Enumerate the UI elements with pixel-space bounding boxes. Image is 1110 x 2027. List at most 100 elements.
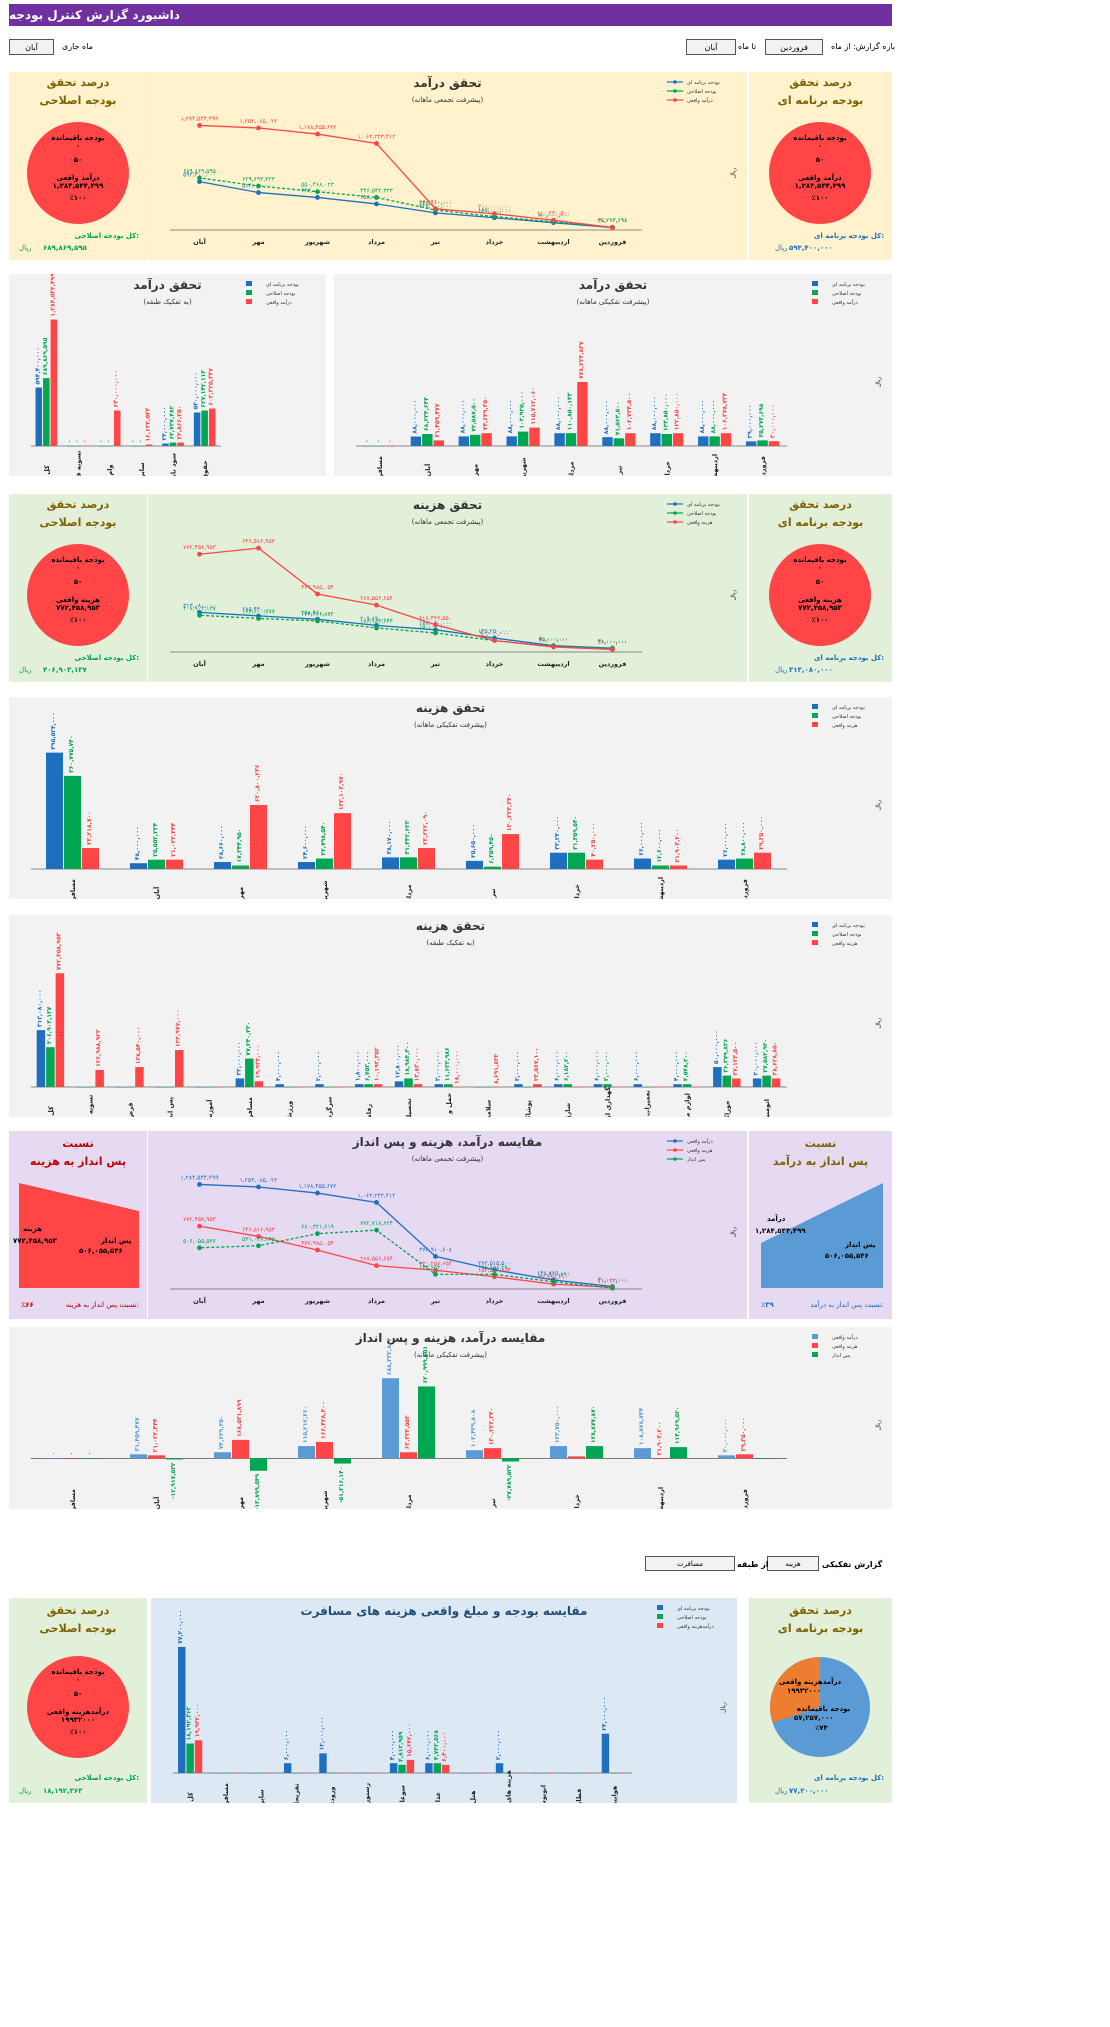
x-tick-label: فروردین (599, 660, 627, 668)
series-line (199, 611, 613, 649)
bar (82, 1458, 99, 1459)
bar (752, 1078, 762, 1087)
data-label: ۱۲۸,۸۷۷,۸۷۰ (590, 1406, 597, 1444)
bar (502, 1458, 519, 1462)
x-tick-label: خرداد (573, 1494, 581, 1509)
legend-label: بودجه برنامه ای (832, 705, 865, 711)
x-tick-label: آبان (423, 463, 432, 476)
x-tick-label: مسافرت (246, 1097, 254, 1117)
gauge-fifty: ۵۰ (815, 156, 825, 164)
bar (732, 1078, 741, 1087)
detail-report-select[interactable]: هزینه (767, 1556, 819, 1571)
chart-title: تحقق درآمد (578, 278, 648, 292)
data-point (610, 1285, 615, 1291)
data-label: ۳۱۳,۰۸۰,۰۰۰ (36, 990, 43, 1028)
data-label: ۰ (86, 1452, 93, 1456)
data-label: ۱,۱۷۸,۴۵۵,۶۷۲ (299, 124, 337, 131)
gauge-fifty: ۵۰ (73, 578, 83, 586)
legend-label: هزینه واقعی (832, 723, 858, 729)
bar (554, 433, 565, 446)
x-tick-label: اردیبهشت (537, 660, 569, 668)
bar (76, 1087, 85, 1088)
to-month-label: تا ماه (738, 42, 757, 51)
bar (85, 1087, 95, 1088)
data-label: ۶۳,۳۳۳,۵۵۳ (404, 1415, 411, 1449)
legend-label: بودجه اصلاحی (687, 89, 716, 95)
bar (194, 1740, 203, 1773)
data-label: ۷۴,۶۴۹,۳۵۰ (482, 396, 489, 430)
bar (484, 866, 501, 869)
bar (257, 1773, 265, 1774)
x-tick-label: شهریور (321, 881, 329, 899)
x-tick-label: تیر (430, 1297, 440, 1305)
x-tick-label: پس انداز (166, 1097, 174, 1117)
current-month-select[interactable]: آبان (9, 39, 54, 55)
bar (43, 378, 50, 446)
bar (178, 1646, 186, 1773)
bar (550, 852, 567, 869)
bar (294, 1087, 303, 1088)
bar (673, 1084, 682, 1087)
x-tick-label: حمل و نقل (445, 1093, 453, 1117)
bar (602, 437, 613, 446)
bar (586, 1446, 603, 1459)
data-label: ۶,۷۵۳,۰۰۰ (364, 1051, 371, 1081)
series-line (199, 1229, 613, 1289)
data-label: ۶۴۶,۵۱۶,۹۵۳ (242, 538, 276, 545)
data-point (197, 1245, 202, 1251)
legend-swatch-dot (673, 80, 677, 84)
bar (82, 446, 89, 447)
x-tick-label: تحصیلی (405, 1098, 413, 1117)
ratio-foot-value: ٪۳۹ (761, 1301, 774, 1309)
legend-swatch (812, 290, 818, 295)
data-point (315, 131, 320, 137)
bar (74, 446, 82, 447)
ratio-shape-fill (19, 1183, 139, 1288)
bar (523, 1087, 533, 1088)
bar (618, 1773, 626, 1774)
ratio-value-2: ۵۰۶,۰۵۵,۵۴۶ (79, 1247, 123, 1255)
bar (757, 440, 768, 446)
gauge-subheading: بودجه برنامه ای (777, 1622, 864, 1635)
bar (566, 1773, 574, 1774)
data-label: ۵۹۴,۴۰۰,۰۰۰ (183, 172, 216, 179)
bar (718, 1455, 735, 1459)
data-label: ۶۸۰,۳۲۱,۶۱۹ (301, 1224, 334, 1231)
bar (418, 1386, 435, 1459)
ratio-heading: نسبت (62, 1137, 94, 1150)
x-tick-label: خرداد (486, 238, 504, 246)
data-label: ۶,۰۰۰,۰۰۰ (283, 1730, 290, 1760)
category-select[interactable]: مسافرت (645, 1556, 735, 1571)
data-label: ۴,۸۱۲,۹۵۹ (398, 1731, 405, 1762)
gauge-heading: درصد تحقق (789, 76, 852, 89)
bar (324, 1087, 334, 1088)
income-category-chart-panel: تحقق درآمد (به تفکیک طبقه) بودجه برنامه … (9, 274, 326, 476)
to-month-select[interactable]: آبان (686, 39, 736, 55)
data-label: ۱۱۵,۲۱۲,۲۶۰ (302, 1406, 309, 1444)
gauge-hundred: ٪۱۰۰ (69, 1728, 87, 1736)
ratio-foot-label: نسبت پس انداز به هزینه: (65, 1301, 139, 1309)
data-label: ۲۳,۲۱۸,۷۰۰ (86, 811, 93, 845)
data-point (433, 622, 438, 628)
data-point (492, 638, 497, 643)
from-month-select[interactable]: فروردین (765, 39, 823, 55)
x-tick-label: شهریور (520, 458, 528, 476)
chart-title: تحقق درآمد (133, 278, 202, 292)
data-label: ۱۰۲,۷۳۴,۵۰۰ (626, 393, 633, 431)
data-label: ۱,۰۶۳,۲۴۳,۴۱۲ (358, 1192, 396, 1199)
bar (36, 1030, 46, 1087)
gauge-rial: ریال (775, 1787, 788, 1795)
bar (745, 441, 757, 446)
x-tick-label: تیر (430, 660, 440, 668)
bar (135, 1067, 144, 1087)
data-label: ۱۲۳,۸۵۰,۰۰۰ (662, 393, 669, 431)
data-label: ۱۲,۸۰۰,۰۰۰ (395, 1044, 402, 1078)
bar (433, 440, 444, 446)
bar (213, 1773, 221, 1774)
travel-pie (770, 1657, 870, 1757)
gauge-heading: درصد تحقق (789, 1604, 852, 1617)
legend-label: بودجه برنامه ای (687, 80, 720, 86)
data-label: -۱۳,۸۹۹,۵۴۹ (254, 1473, 261, 1509)
bar (670, 865, 687, 869)
data-label: ۱۰۶,۳۷۸,۷۳۴ (722, 392, 729, 430)
